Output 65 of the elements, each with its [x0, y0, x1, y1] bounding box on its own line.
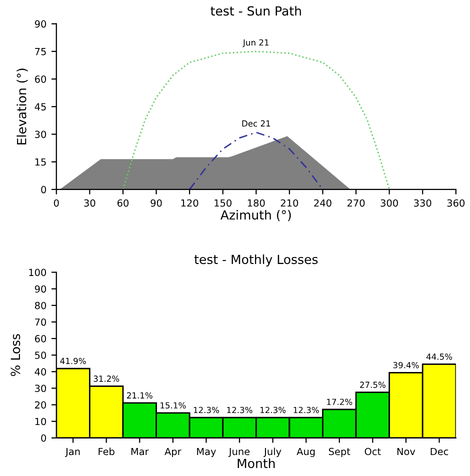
y-tick-label: 60: [34, 335, 46, 342]
x-tick-label: 240: [314, 199, 332, 207]
data-label: 31.2%: [94, 376, 120, 382]
x-tick-label: 180: [248, 199, 265, 207]
line-series: [188, 132, 324, 190]
x-axis-title: Month: [238, 458, 275, 468]
y-tick-label: 40: [34, 368, 46, 376]
data-label: 12.3%: [294, 406, 319, 414]
x-axis-title: Azimuth (°): [220, 210, 291, 222]
x-tick-label: June: [228, 448, 250, 457]
x-tick-label: 270: [347, 199, 365, 207]
data-label: 15.1%: [160, 402, 186, 409]
x-tick-label: July: [264, 448, 282, 458]
x-tick-label: Dec: [430, 448, 448, 456]
annotation: Dec 21: [242, 120, 270, 127]
data-label: 39.4%: [393, 362, 419, 368]
x-tick-label: 210: [280, 199, 298, 207]
y-tick-label: 90: [34, 20, 46, 28]
y-tick-label: 50: [35, 352, 46, 359]
y-tick-label: 75: [35, 48, 46, 56]
y-tick-label: 15: [35, 158, 46, 166]
data-label: 27.5%: [360, 382, 386, 388]
annotation: Jun 21: [242, 39, 269, 48]
y-tick-label: 0: [41, 186, 46, 194]
x-tick-label: 360: [447, 199, 465, 207]
x-tick-label: 90: [150, 199, 162, 207]
x-tick-label: 150: [214, 199, 232, 207]
y-tick-label: 45: [34, 103, 46, 110]
y-tick-label: 20: [35, 401, 46, 409]
data-label: 12.3%: [260, 406, 286, 414]
y-axis-title: Elevation (°): [16, 68, 28, 144]
y-tick-label: 0: [41, 434, 46, 442]
data-label: 41.9%: [60, 358, 86, 364]
x-tick-label: 120: [181, 199, 198, 207]
chart-title: test - Mothly Losses: [194, 254, 318, 267]
y-tick-label: 100: [29, 268, 46, 276]
data-label: 17.2%: [327, 398, 352, 406]
x-tick-label: Mar: [131, 448, 149, 456]
y-tick-label: 90: [34, 285, 46, 293]
x-tick-label: Nov: [397, 448, 416, 456]
x-tick-label: May: [197, 448, 216, 458]
x-tick-label: 300: [380, 199, 398, 207]
x-tick-label: 60: [117, 199, 129, 207]
data-label: 44.5%: [426, 354, 452, 360]
y-tick-label: 10: [35, 418, 46, 426]
data-label: 12.3%: [194, 406, 219, 414]
y-tick-label: 30: [35, 130, 46, 138]
x-tick-label: Apr: [164, 448, 182, 458]
y-axis-title: % Loss: [10, 334, 20, 376]
y-tick-label: 30: [35, 384, 46, 392]
line-series: [122, 50, 390, 190]
y-tick-label: 70: [35, 318, 46, 326]
x-tick-label: Oct: [364, 448, 381, 456]
x-tick-label: 30: [84, 199, 96, 207]
y-tick-label: 80: [34, 302, 46, 310]
x-tick-label: Jan: [65, 448, 80, 457]
x-tick-label: 330: [414, 199, 432, 207]
data-label: 12.3%: [227, 406, 252, 414]
x-tick-label: 0: [54, 199, 59, 207]
x-tick-label: Sept: [328, 448, 350, 458]
data-label: 21.1%: [127, 392, 152, 399]
chart-title: test - Sun Path: [210, 6, 301, 16]
y-tick-label: 60: [34, 75, 46, 83]
x-tick-label: Feb: [98, 448, 114, 456]
x-tick-label: Aug: [296, 448, 315, 458]
